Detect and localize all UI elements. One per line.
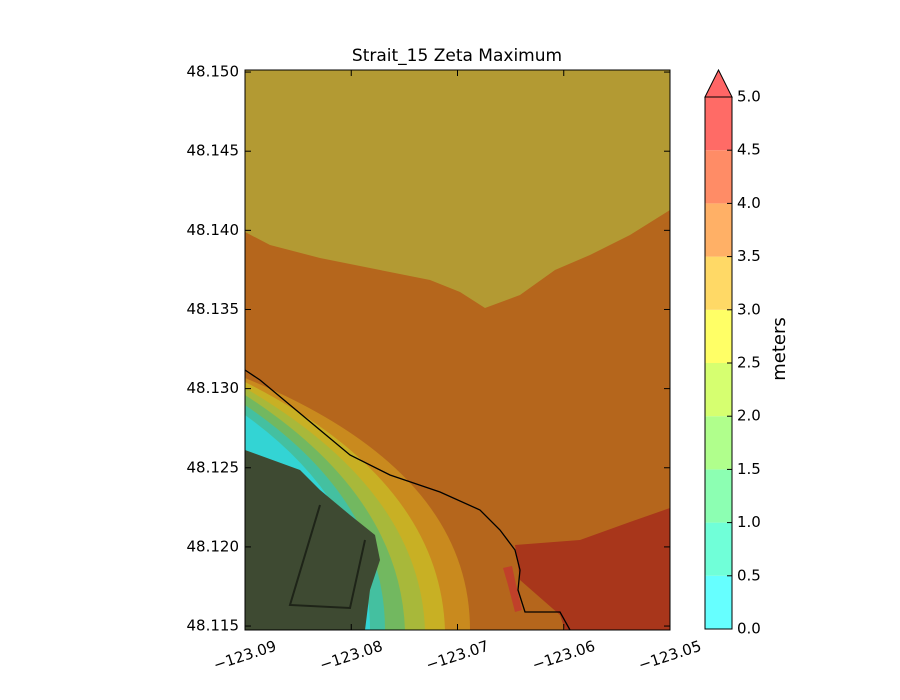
map [245,70,670,630]
colorbar-band [705,97,732,151]
colorbar-tick-label: 3.5 [737,247,761,265]
colorbar-label: meters [769,317,790,381]
y-tick-label: 48.115 [187,617,240,635]
x-tick-label: −123.09 [211,637,278,674]
coastline [245,369,571,630]
y-tick-label: 48.150 [187,63,240,81]
colorbar-tick-label: 4.5 [737,141,761,159]
colorbar-band [705,416,732,470]
x-tick-label: −123.05 [636,637,703,674]
colorbar-tick-label: 0.5 [737,566,761,584]
colorbar-tick-label: 0.0 [737,620,761,638]
high-zone [515,508,670,630]
y-tick-label: 48.130 [187,379,240,397]
colorbar-band [705,363,732,417]
colorbar-band [705,522,732,576]
colorbar-band [705,575,732,629]
y-tick-label: 48.135 [187,300,240,318]
x-tick-label: −123.06 [530,637,597,674]
colorbar-extension [704,68,733,98]
colorbar-tick-label: 3.0 [737,300,761,318]
colorbar-tick-label: 5.0 [737,88,761,106]
y-tick-label: 48.140 [187,221,240,239]
y-tick-label: 48.125 [187,458,240,476]
y-tick-label: 48.120 [187,537,240,555]
chart-title: Strait_15 Zeta Maximum [352,46,562,66]
colorbar-band [705,469,732,523]
colorbar-tick-label: 1.0 [737,513,761,531]
colorbar-tick-label: 2.0 [737,407,761,425]
x-tick-label: −123.08 [317,637,384,674]
low-zone [245,70,670,308]
colorbar-band [705,256,732,310]
colorbar-band [705,309,732,363]
field-lines [288,504,366,610]
x-tick-label: −123.07 [424,637,491,674]
y-tick-label: 48.145 [187,142,240,160]
colorbar-tick-label: 4.0 [737,194,761,212]
colorbar-tick-label: 1.5 [737,460,761,478]
colorbar-band [705,203,732,257]
high-pocket [503,566,522,612]
colorbar-band [705,150,732,204]
land [245,450,380,630]
colorbar-tick-label: 2.5 [737,354,761,372]
